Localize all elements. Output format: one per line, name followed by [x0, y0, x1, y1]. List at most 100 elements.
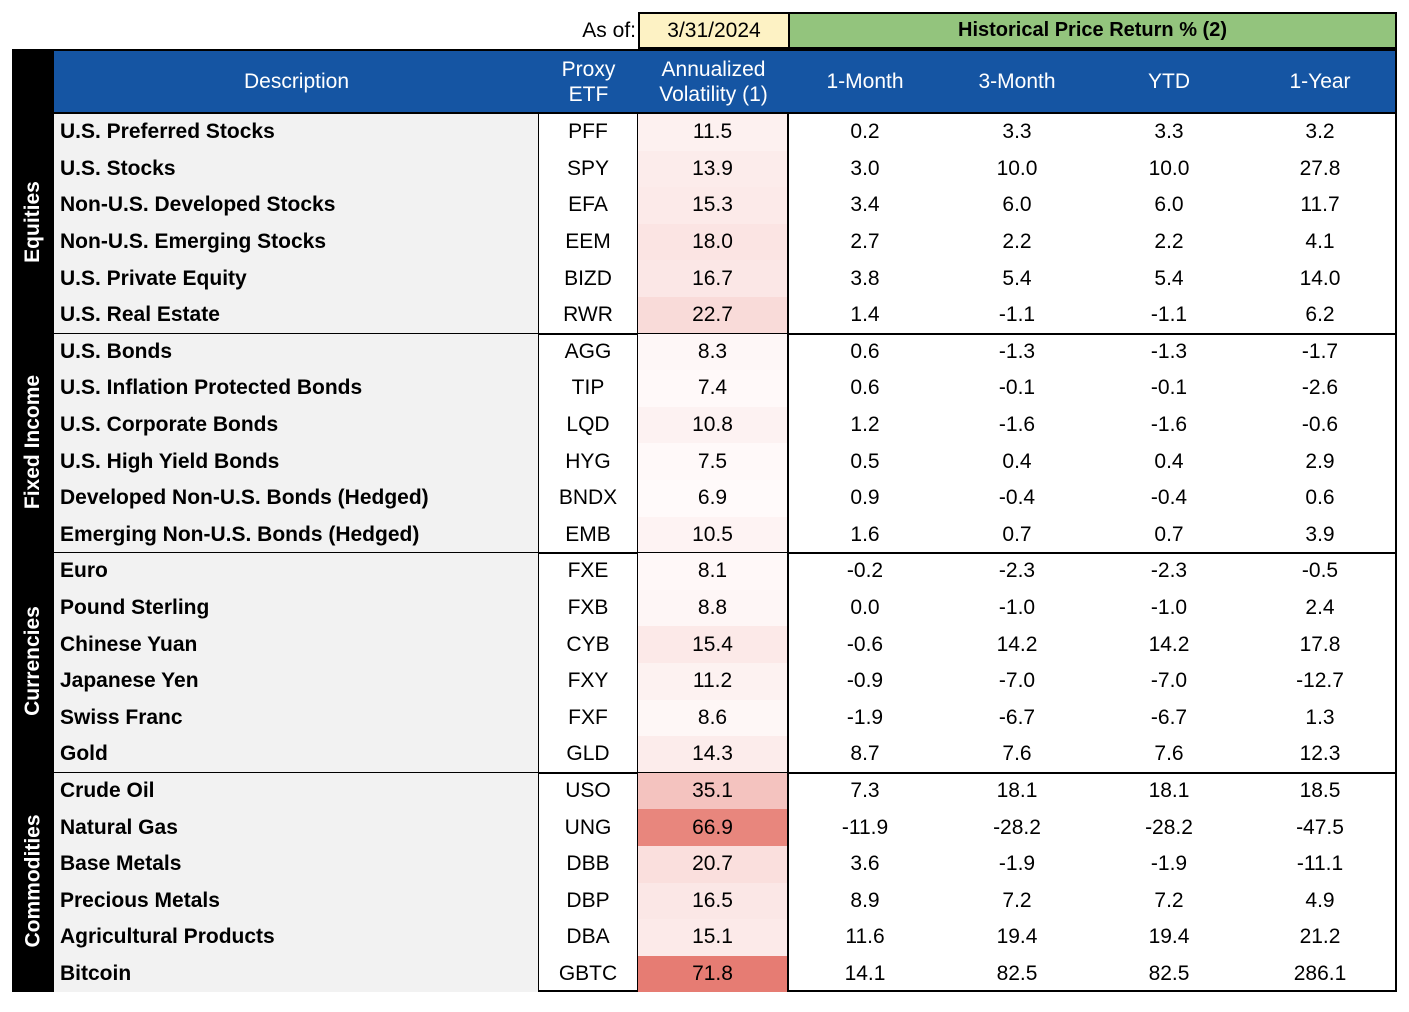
table-row: Precious Metals DBP 16.5 8.9 7.2 7.2 4.9 — [54, 882, 1395, 920]
return-1-month-cell: 2.7 — [850, 230, 880, 254]
table-row: Swiss Franc FXF 8.6 -1.9 -6.7 -6.7 1.3 — [54, 699, 1395, 737]
proxy-etf-cell: PFF — [539, 114, 638, 151]
proxy-etf-cell: EFA — [539, 187, 638, 224]
return-ytd-cell: 0.7 — [1154, 522, 1184, 546]
return-ytd-cell: 5.4 — [1154, 266, 1184, 290]
return-3-month-cell: -1.9 — [998, 852, 1036, 876]
return-3-month-cell: -28.2 — [993, 815, 1041, 839]
volatility-cell: 6.9 — [638, 480, 789, 517]
return-3-month-cell: 5.4 — [1002, 266, 1032, 290]
table-row: Natural Gas UNG 66.9 -11.9 -28.2 -28.2 -47.5 — [54, 809, 1395, 846]
description-cell: Swiss Franc — [54, 699, 539, 737]
description-cell: Natural Gas — [54, 809, 539, 846]
return-1-year-cell: -1.7 — [1301, 339, 1339, 363]
category-label-bar: Commodities — [12, 770, 54, 992]
table-row: Chinese Yuan CYB 15.4 -0.6 14.2 14.2 17.8 — [54, 626, 1395, 663]
proxy-etf-cell: GLD — [539, 736, 638, 773]
description-cell: Japanese Yen — [54, 663, 539, 700]
return-1-year-cell: 18.5 — [1299, 779, 1341, 803]
return-3-month-cell: -0.4 — [998, 486, 1036, 510]
description-cell: Bitcoin — [54, 955, 539, 993]
return-1-month-cell: 3.8 — [850, 266, 880, 290]
volatility-cell: 10.8 — [638, 406, 789, 444]
return-3-month-cell: -2.3 — [998, 559, 1036, 583]
table-row: Euro FXE 8.1 -0.2 -2.3 -2.3 -0.5 — [54, 553, 1395, 590]
proxy-etf-cell: CYB — [539, 626, 638, 663]
description-cell: Precious Metals — [54, 882, 539, 920]
table-row: Developed Non-U.S. Bonds (Hedged) BNDX 6.9… — [54, 480, 1395, 517]
table-row: Emerging Non-U.S. Bonds (Hedged) EMB 10.5 1… — [54, 516, 1395, 554]
return-3-month-cell: 7.6 — [1002, 742, 1032, 766]
proxy-etf-cell: FXE — [539, 553, 638, 590]
description-cell: U.S. High Yield Bonds — [54, 443, 539, 480]
return-1-month-cell: 1.6 — [850, 522, 880, 546]
return-1-month-cell: -0.2 — [846, 559, 884, 583]
column-header-row: Description Proxy ETF Annualized Volatil… — [12, 49, 1397, 114]
volatility-cell: 35.1 — [638, 772, 789, 810]
proxy-etf-cell: DBP — [539, 882, 638, 920]
description-cell: Gold — [54, 736, 539, 773]
proxy-etf-cell: HYG — [539, 443, 638, 480]
volatility-cell: 13.9 — [638, 150, 789, 188]
return-1-month-cell: 1.2 — [850, 413, 880, 437]
historical-return-header: Historical Price Return % (2) — [789, 12, 1397, 49]
return-ytd-cell: 2.2 — [1154, 230, 1184, 254]
return-1-year-cell: 1.3 — [1305, 705, 1335, 729]
return-ytd-cell: -28.2 — [1145, 815, 1193, 839]
description-cell: Developed Non-U.S. Bonds (Hedged) — [54, 480, 539, 517]
return-1-month-cell: 0.6 — [850, 339, 880, 363]
table-row: U.S. High Yield Bonds HYG 7.5 0.5 0.4 0.4 2.9 — [54, 443, 1395, 480]
proxy-etf-cell: DBA — [539, 919, 638, 956]
description-cell: Non-U.S. Emerging Stocks — [54, 223, 539, 261]
volatility-cell: 8.3 — [638, 333, 789, 371]
description-cell: Agricultural Products — [54, 919, 539, 956]
data-table-body: U.S. Preferred Stocks PFF 11.5 0.2 3.3 3.3 3.2… — [12, 112, 1397, 993]
return-1-year-cell: 4.1 — [1305, 230, 1335, 254]
column-header-proxy-etf: Proxy ETF — [561, 57, 616, 106]
table-row: Bitcoin GBTC 71.8 14.1 82.5 82.5 286.1 — [54, 955, 1395, 993]
return-1-year-cell: 21.2 — [1299, 925, 1341, 949]
proxy-etf-cell: GBTC — [539, 955, 638, 993]
return-1-year-cell: -0.5 — [1301, 559, 1339, 583]
category-label: Equities — [21, 181, 44, 264]
proxy-etf-cell: RWR — [539, 297, 638, 334]
table-row: Non-U.S. Emerging Stocks EEM 18.0 2.7 2.2 2.2… — [54, 223, 1395, 261]
return-1-month-cell: 7.3 — [850, 779, 880, 803]
as-of-date: 3/31/2024 — [638, 12, 790, 49]
return-3-month-cell: 2.2 — [1002, 230, 1032, 254]
proxy-etf-cell: TIP — [539, 370, 638, 407]
return-1-month-cell: 3.6 — [850, 852, 880, 876]
return-ytd-cell: -1.3 — [1150, 339, 1188, 363]
return-3-month-cell: -0.1 — [998, 376, 1036, 400]
return-3-month-cell: 7.2 — [1002, 888, 1032, 912]
proxy-etf-cell: BNDX — [539, 480, 638, 517]
return-3-month-cell: 6.0 — [1002, 193, 1032, 217]
description-cell: U.S. Real Estate — [54, 297, 539, 334]
return-ytd-cell: 7.2 — [1154, 888, 1184, 912]
volatility-cell: 8.1 — [638, 553, 789, 590]
return-1-month-cell: 0.5 — [850, 449, 880, 473]
description-cell: U.S. Preferred Stocks — [54, 114, 539, 151]
table-row: Agricultural Products DBA 15.1 11.6 19.4 19.4… — [54, 919, 1395, 956]
return-3-month-cell: 3.3 — [1002, 120, 1032, 144]
return-3-month-cell: 10.0 — [996, 156, 1038, 180]
return-1-year-cell: 3.2 — [1305, 120, 1335, 144]
return-1-year-cell: 2.9 — [1305, 449, 1335, 473]
column-header-ytd: YTD — [1148, 70, 1190, 93]
proxy-etf-cell: BIZD — [539, 260, 638, 297]
volatility-cell: 11.2 — [638, 663, 789, 700]
column-header-3-month: 3-Month — [978, 70, 1056, 93]
volatility-cell: 16.5 — [638, 882, 789, 920]
return-1-month-cell: 14.1 — [844, 962, 886, 986]
return-1-month-cell: 0.6 — [850, 376, 880, 400]
return-1-month-cell: -0.6 — [846, 632, 884, 656]
return-ytd-cell: -1.1 — [1150, 303, 1188, 327]
description-cell: U.S. Bonds — [54, 333, 539, 371]
return-3-month-cell: -1.3 — [998, 339, 1036, 363]
return-3-month-cell: 0.7 — [1002, 522, 1032, 546]
description-cell: U.S. Private Equity — [54, 260, 539, 297]
return-1-month-cell: 11.6 — [845, 925, 885, 949]
proxy-etf-cell: LQD — [539, 406, 638, 444]
table-row: U.S. Real Estate RWR 22.7 1.4 -1.1 -1.1 6.2 — [54, 297, 1395, 334]
return-ytd-cell: -2.3 — [1150, 559, 1188, 583]
